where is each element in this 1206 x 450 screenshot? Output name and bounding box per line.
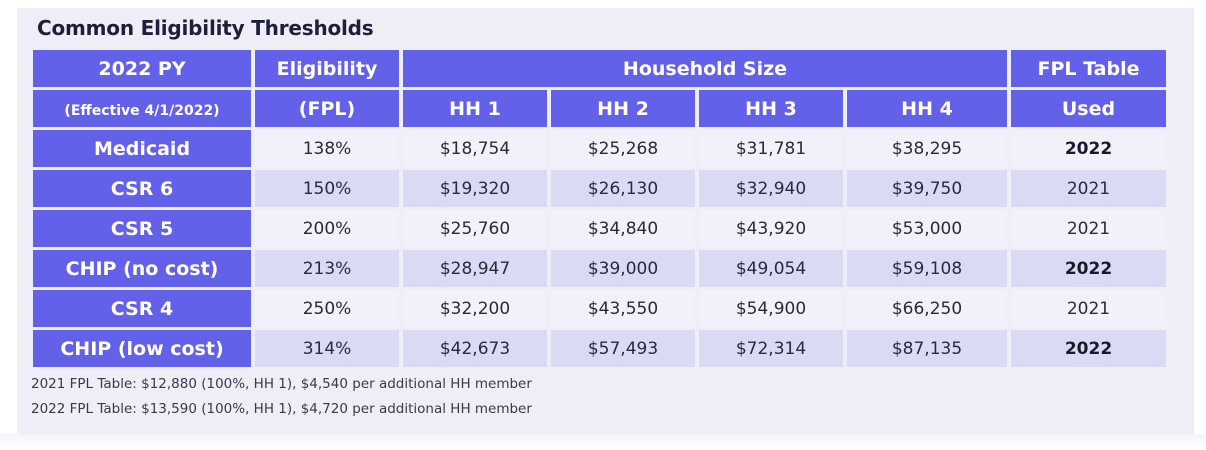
fpl-table-used-cell: 2022 (1011, 330, 1166, 367)
hh2-cell: $34,840 (551, 210, 695, 247)
table-row: Medicaid 138% $18,754 $25,268 $31,781 $3… (33, 130, 1166, 167)
hh1-cell: $32,200 (403, 290, 547, 327)
program-label: CSR 5 (33, 210, 251, 247)
table-row: CSR 4 250% $32,200 $43,550 $54,900 $66,2… (33, 290, 1166, 327)
thresholds-panel: Common Eligibility Thresholds 2022 PY El… (17, 8, 1194, 434)
program-label: CHIP (low cost) (33, 330, 251, 367)
program-label: CHIP (no cost) (33, 250, 251, 287)
fpl-cell: 138% (255, 130, 399, 167)
hh3-header: HH 3 (699, 90, 843, 127)
hh3-cell: $43,920 (699, 210, 843, 247)
fpl-cell: 200% (255, 210, 399, 247)
hh3-cell: $72,314 (699, 330, 843, 367)
footnotes: 2021 FPL Table: $12,880 (100%, HH 1), $4… (31, 372, 532, 422)
hh3-cell: $31,781 (699, 130, 843, 167)
footnote-2022: 2022 FPL Table: $13,590 (100%, HH 1), $4… (31, 401, 532, 417)
hh4-cell: $59,108 (847, 250, 1007, 287)
fpl-table-used-cell: 2021 (1011, 170, 1166, 207)
hh2-cell: $25,268 (551, 130, 695, 167)
hh4-header: HH 4 (847, 90, 1007, 127)
household-size-header: Household Size (403, 50, 1007, 87)
hh4-cell: $38,295 (847, 130, 1007, 167)
eligibility-table: 2022 PY Eligibility Household Size FPL T… (29, 47, 1170, 370)
fpl-cell: 250% (255, 290, 399, 327)
hh2-cell: $39,000 (551, 250, 695, 287)
fpl-table-subheader: Used (1011, 90, 1166, 127)
hh2-cell: $57,493 (551, 330, 695, 367)
hh1-header: HH 1 (403, 90, 547, 127)
fpl-table-used-cell: 2022 (1011, 130, 1166, 167)
bottom-fade (0, 434, 1206, 450)
hh4-cell: $66,250 (847, 290, 1007, 327)
hh1-cell: $42,673 (403, 330, 547, 367)
fpl-table-used-cell: 2021 (1011, 210, 1166, 247)
hh1-cell: $18,754 (403, 130, 547, 167)
program-label: CSR 6 (33, 170, 251, 207)
hh4-cell: $87,135 (847, 330, 1007, 367)
hh2-header: HH 2 (551, 90, 695, 127)
table-row: CSR 6 150% $19,320 $26,130 $32,940 $39,7… (33, 170, 1166, 207)
hh3-cell: $32,940 (699, 170, 843, 207)
fpl-cell: 150% (255, 170, 399, 207)
fpl-table-header: FPL Table (1011, 50, 1166, 87)
program-label: CSR 4 (33, 290, 251, 327)
hh3-cell: $54,900 (699, 290, 843, 327)
fpl-table-used-cell: 2021 (1011, 290, 1166, 327)
hh1-cell: $19,320 (403, 170, 547, 207)
header-row-2: (Effective 4/1/2022) (FPL) HH 1 HH 2 HH … (33, 90, 1166, 127)
hh3-cell: $49,054 (699, 250, 843, 287)
hh1-cell: $28,947 (403, 250, 547, 287)
eligibility-header: Eligibility (255, 50, 399, 87)
hh4-cell: $39,750 (847, 170, 1007, 207)
hh2-cell: $43,550 (551, 290, 695, 327)
hh1-cell: $25,760 (403, 210, 547, 247)
table-title: Common Eligibility Thresholds (37, 16, 374, 40)
fpl-table-used-cell: 2022 (1011, 250, 1166, 287)
program-label: Medicaid (33, 130, 251, 167)
fpl-cell: 314% (255, 330, 399, 367)
py-header: 2022 PY (33, 50, 251, 87)
hh2-cell: $26,130 (551, 170, 695, 207)
footnote-2021: 2021 FPL Table: $12,880 (100%, HH 1), $4… (31, 376, 532, 392)
py-subheader: (Effective 4/1/2022) (64, 102, 220, 119)
table-row: CSR 5 200% $25,760 $34,840 $43,920 $53,0… (33, 210, 1166, 247)
table-row: CHIP (low cost) 314% $42,673 $57,493 $72… (33, 330, 1166, 367)
hh4-cell: $53,000 (847, 210, 1007, 247)
eligibility-subheader: (FPL) (255, 90, 399, 127)
header-row-1: 2022 PY Eligibility Household Size FPL T… (33, 50, 1166, 87)
fpl-cell: 213% (255, 250, 399, 287)
table-row: CHIP (no cost) 213% $28,947 $39,000 $49,… (33, 250, 1166, 287)
